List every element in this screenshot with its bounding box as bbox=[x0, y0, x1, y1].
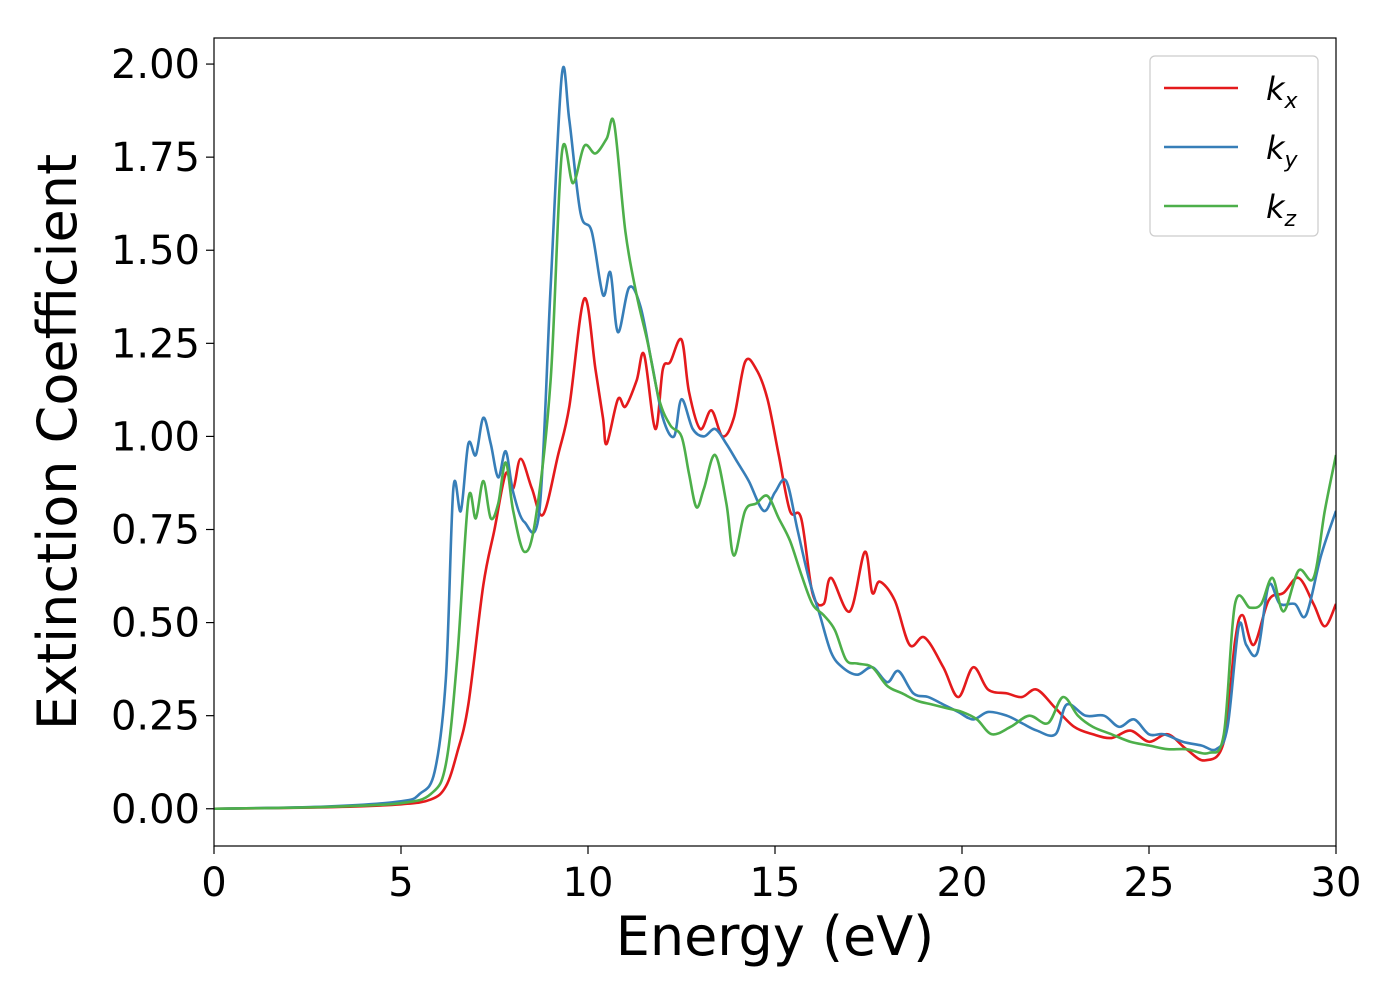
y-tick-label: 0.25 bbox=[111, 694, 200, 740]
series-line-x bbox=[214, 297, 1336, 811]
x-tick-label: 5 bbox=[388, 860, 413, 906]
y-axis-title: Extinction Coefficient bbox=[26, 154, 89, 730]
x-tick-label: 25 bbox=[1124, 860, 1175, 906]
x-tick-label: 10 bbox=[563, 860, 614, 906]
legend-label-x: kx bbox=[1266, 70, 1299, 114]
series-layer bbox=[214, 65, 1336, 811]
y-tick-label: 1.75 bbox=[111, 135, 200, 181]
tick-layer: 0 5 10 15 20 25 30 0.00 0.25 0.50 0.75 1.00 1.25 1.50… bbox=[111, 42, 1362, 906]
x-tick-label: 15 bbox=[750, 860, 801, 906]
legend: kx ky kz bbox=[1149, 55, 1319, 237]
y-tick-label: 1.50 bbox=[111, 228, 200, 274]
y-tick-label: 1.00 bbox=[111, 414, 200, 460]
y-tick-label: 2.00 bbox=[111, 42, 200, 88]
legend-label-z: kz bbox=[1266, 188, 1297, 232]
y-tick-label: 0.00 bbox=[111, 787, 200, 833]
x-tick-label: 30 bbox=[1311, 860, 1362, 906]
series-line-y bbox=[214, 65, 1336, 811]
y-tick-label: 0.75 bbox=[111, 508, 200, 554]
x-axis-title: Energy (eV) bbox=[616, 905, 935, 968]
legend-label-y: ky bbox=[1266, 129, 1299, 173]
x-tick-label: 20 bbox=[937, 860, 988, 906]
series-line-z bbox=[214, 117, 1336, 811]
y-tick-label: 1.25 bbox=[111, 321, 200, 367]
y-tick-label: 0.50 bbox=[111, 601, 200, 647]
x-tick-label: 0 bbox=[201, 860, 226, 906]
